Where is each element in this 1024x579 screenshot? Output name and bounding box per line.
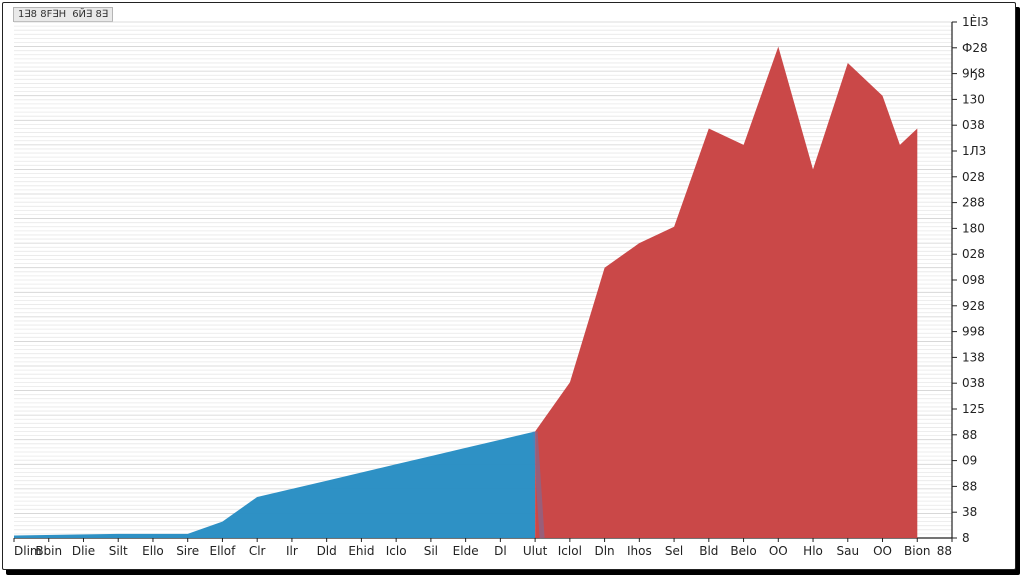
x-tick-label: Bion — [904, 544, 931, 558]
y-tick-label: 038 — [962, 118, 985, 132]
x-tick-label: Ehid — [348, 544, 374, 558]
legend-label-2: 6Й∃ 8∃ — [72, 9, 109, 20]
y-tick-label: 1ЀІЗ — [962, 14, 988, 29]
x-tick-label: 88 — [937, 544, 952, 558]
x-tick-label: Bld — [699, 544, 718, 558]
y-tick-label: 180 — [962, 221, 985, 235]
x-tick-label: Bbin — [35, 544, 62, 558]
y-tick-label: 9Ӄ8 — [962, 67, 985, 81]
y-tick-label: 88 — [962, 479, 977, 493]
x-tick-label: Hlo — [803, 544, 823, 558]
x-tick-label: Sire — [176, 544, 199, 558]
y-tick-label: 88 — [962, 428, 977, 442]
x-tick-label: Sau — [836, 544, 859, 558]
x-tick-label: OO — [769, 544, 788, 558]
y-tick-label: 028 — [962, 247, 985, 261]
y-tick-label: 998 — [962, 325, 985, 339]
x-tick-label: Iclo — [386, 544, 407, 558]
x-tick-label: Dl — [494, 544, 507, 558]
x-tick-label: Dlim — [14, 544, 42, 558]
area-series-1 — [14, 431, 536, 538]
x-tick-label: Elde — [453, 544, 479, 558]
x-tick-label: Ellof — [210, 544, 237, 558]
x-tick-label: Belo — [730, 544, 756, 558]
x-tick-label: Silt — [109, 544, 128, 558]
y-tick-label: 130 — [962, 92, 985, 106]
area-chart: 8 38 88 09 88 125 038 138 998 928 098 028 180 288 028 1… — [13, 14, 988, 558]
x-tick-label: Dln — [594, 544, 614, 558]
x-tick-label: OO — [873, 544, 892, 558]
y-tick-label: 8 — [962, 531, 970, 545]
y-tick-label: 028 — [962, 170, 985, 184]
y-tick-label: 125 — [962, 402, 985, 416]
x-tick-label: Ihos — [627, 544, 652, 558]
y-tick-label: 288 — [962, 196, 985, 210]
y-tick-label: 38 — [962, 505, 977, 519]
x-tick-label: Dld — [317, 544, 337, 558]
x-tick-label: Sel — [665, 544, 683, 558]
x-tick-label: Iclol — [558, 544, 582, 558]
x-tick-label: Clr — [249, 544, 266, 558]
x-tick-label: Ilr — [286, 544, 298, 558]
y-tick-label: 1Л3 — [962, 144, 986, 158]
x-tick-label: Sil — [424, 544, 438, 558]
y-tick-label: 928 — [962, 299, 985, 313]
series-boundary — [532, 431, 545, 539]
y-tick-label: Ф28 — [962, 41, 988, 55]
y-tick-label: 098 — [962, 273, 985, 287]
legend-label-1: 1∃8 8F∃H — [18, 9, 67, 20]
x-tick-label: Ello — [142, 544, 164, 558]
area-series-2 — [535, 46, 918, 538]
x-tick-label: Ulut — [523, 544, 548, 558]
chart-legend: 1∃8 8F∃H 6Й∃ 8∃ — [13, 7, 114, 22]
y-tick-label: 138 — [962, 350, 985, 364]
y-tick-label: 09 — [962, 454, 977, 468]
y-tick-label: 038 — [962, 376, 985, 390]
x-tick-label: Dlie — [72, 544, 95, 558]
